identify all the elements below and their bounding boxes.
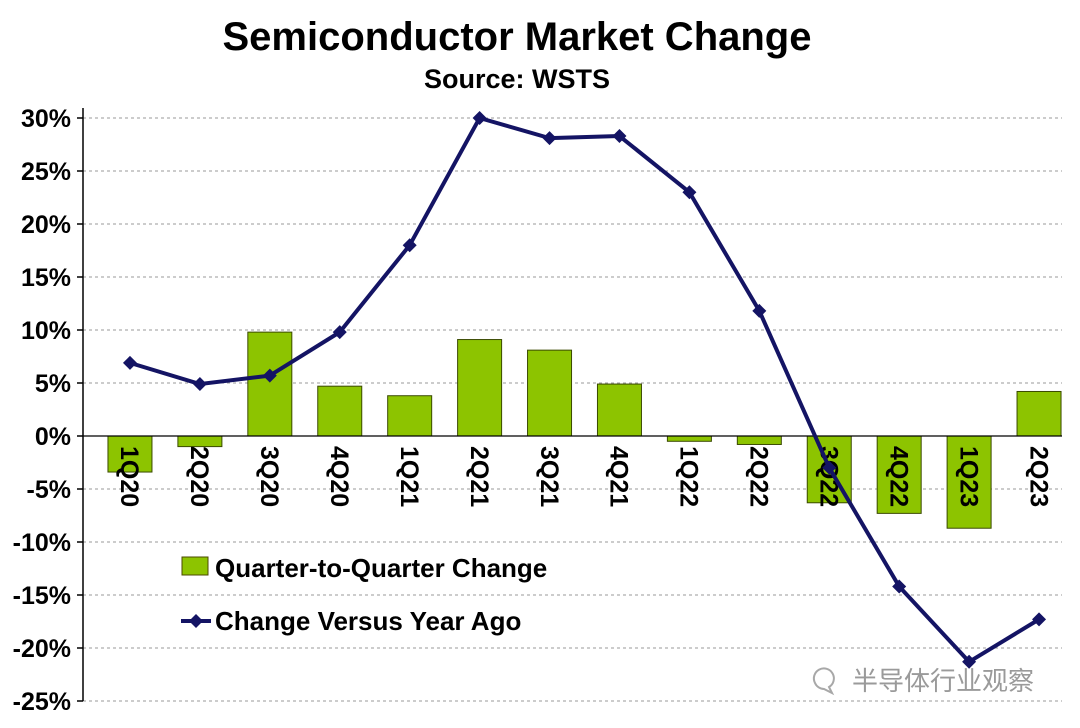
yoy-point-1Q21 (402, 238, 417, 253)
x-tick-label: 1Q21 (395, 446, 423, 507)
y-tick-label: -20% (13, 635, 71, 663)
y-tick-label: 10% (21, 317, 71, 345)
bar-2Q23 (1016, 390, 1062, 437)
yoy-point-2Q23 (1032, 612, 1047, 627)
x-tick-label: 4Q21 (605, 446, 633, 507)
yoy-point-1Q22 (682, 185, 697, 200)
bar-4Q20 (317, 385, 363, 437)
bar-1Q22 (666, 435, 712, 442)
x-tick-label: 3Q22 (815, 446, 843, 507)
chat-bubble-icon (812, 667, 835, 696)
y-tick-label: -5% (27, 476, 71, 504)
yoy-point-3Q21 (542, 131, 557, 146)
x-tick-label: 4Q20 (325, 446, 353, 507)
yoy-point-2Q21 (472, 111, 487, 125)
bar-3Q21 (527, 349, 573, 437)
bar-1Q20 (107, 435, 153, 473)
line-series (122, 111, 1047, 669)
yoy-point-4Q20 (332, 325, 347, 340)
x-axis-labels: 1Q20 2Q20 3Q20 4Q20 1Q21 2Q21 3Q21 4Q21 1Q22 2Q22… (115, 446, 1052, 507)
gridlines (83, 117, 1062, 702)
yoy-line (129, 116, 1041, 664)
legend-swatch-bar (181, 556, 209, 576)
y-tick-label: 25% (21, 158, 71, 186)
bar-1Q21 (387, 395, 433, 437)
yoy-point-4Q21 (612, 129, 627, 144)
watermark: 半导体行业观察 (812, 666, 1034, 696)
yoy-point-1Q23 (962, 654, 977, 669)
yoy-point-2Q22 (752, 303, 767, 318)
yoy-point-1Q20 (122, 355, 137, 370)
y-tick-label: 0% (35, 423, 71, 451)
legend: Quarter-to-Quarter Change Change Versus … (181, 553, 547, 636)
bar-2Q22 (736, 435, 782, 445)
x-tick-label: 2Q20 (185, 446, 213, 507)
x-tick-label: 1Q23 (954, 446, 982, 507)
bar-4Q22 (876, 435, 922, 514)
bar-2Q21 (457, 339, 503, 437)
yoy-point-3Q20 (262, 368, 277, 383)
x-tick-label: 2Q22 (745, 446, 773, 507)
bar-2Q20 (177, 435, 223, 448)
y-tick-label: -25% (13, 688, 71, 716)
y-tick-label: -10% (13, 529, 71, 557)
y-tick-label: 20% (21, 211, 71, 239)
bar-3Q20 (247, 331, 293, 437)
yoy-point-4Q22 (892, 579, 907, 594)
yoy-point-3Q22 (822, 460, 837, 475)
x-tick-label: 2Q21 (465, 446, 493, 507)
bar-4Q21 (596, 383, 642, 437)
x-tick-label: 1Q22 (675, 446, 703, 507)
y-tick-label: 5% (35, 370, 71, 398)
yoy-point-2Q20 (192, 377, 207, 392)
x-tick-label: 1Q20 (115, 446, 143, 507)
y-tick-label: 30% (21, 105, 71, 133)
y-axis-ticks: 30% 25% 20% 15% 10% 5% 0% -5% -10% -15% -20% -25% (13, 105, 83, 716)
watermark-text: 半导体行业观察 (852, 666, 1034, 696)
y-tick-label: -15% (13, 582, 71, 610)
x-tick-label: 4Q22 (884, 446, 912, 507)
legend-label-line: Change Versus Year Ago (215, 606, 521, 636)
x-tick-label: 3Q21 (535, 446, 563, 507)
legend-label-bar: Quarter-to-Quarter Change (215, 553, 547, 583)
chart-subtitle: Source: WSTS (424, 64, 610, 94)
x-tick-label: 3Q20 (255, 446, 283, 507)
bar-series (107, 331, 1062, 529)
x-tick-label: 2Q23 (1024, 446, 1052, 507)
legend-swatch-marker (189, 614, 203, 628)
chart-title: Semiconductor Market Change (222, 15, 811, 59)
y-tick-label: 15% (21, 264, 71, 292)
